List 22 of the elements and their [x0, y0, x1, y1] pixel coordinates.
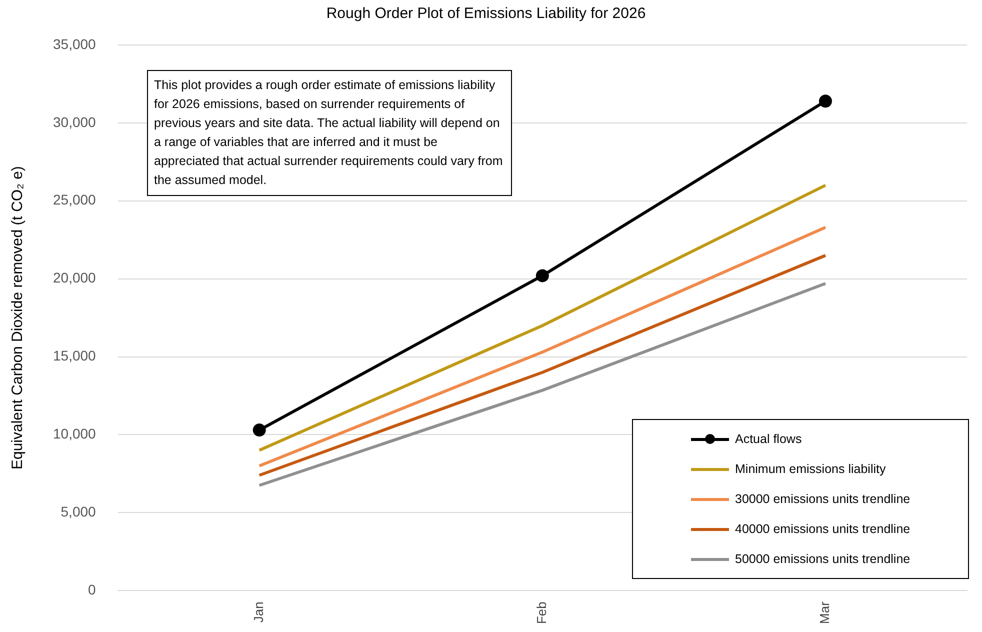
legend-label: Actual flows	[735, 432, 802, 446]
point	[536, 269, 549, 282]
point	[818, 94, 832, 108]
annotation: This plot provides a rough order estimate of emissions liability for 2026 emissions, based on surrender requirements of previous years and site data. The actual liability will depend on a range of variables that are inferred and it must be appreciated that actual surrender requirements could vary from the assumed model.	[154, 77, 504, 189]
legend-label: 50000 emissions units trendline	[735, 552, 910, 566]
legend-label: 40000 emissions units trendline	[735, 522, 910, 536]
chart-title: Rough Order Plot of Emissions Liability for 2026	[326, 5, 646, 22]
y-tick-label: 0	[88, 581, 96, 598]
y-tick-label: 30,000	[52, 114, 96, 130]
y-axis-title: Equivalent Carbon Dioxide removed (t CO₂ e)	[9, 166, 26, 470]
y-tick-label: 35,000	[52, 36, 96, 52]
y-tick-label: 25,000	[52, 192, 96, 208]
y-tick-label: 20,000	[52, 270, 96, 286]
y-tick-label: 15,000	[52, 348, 96, 364]
x-tick-label: Feb	[534, 602, 549, 624]
legend-label: 30000 emissions units trendline	[735, 492, 910, 506]
point	[252, 424, 266, 437]
legend-label: Minimum emissions liability	[735, 462, 886, 476]
x-tick-label: Jan	[250, 602, 266, 623]
x-tick-label: Mar	[817, 600, 832, 624]
y-tick-label: 5,000	[60, 504, 96, 520]
y-tick-label: 10,000	[52, 426, 96, 442]
